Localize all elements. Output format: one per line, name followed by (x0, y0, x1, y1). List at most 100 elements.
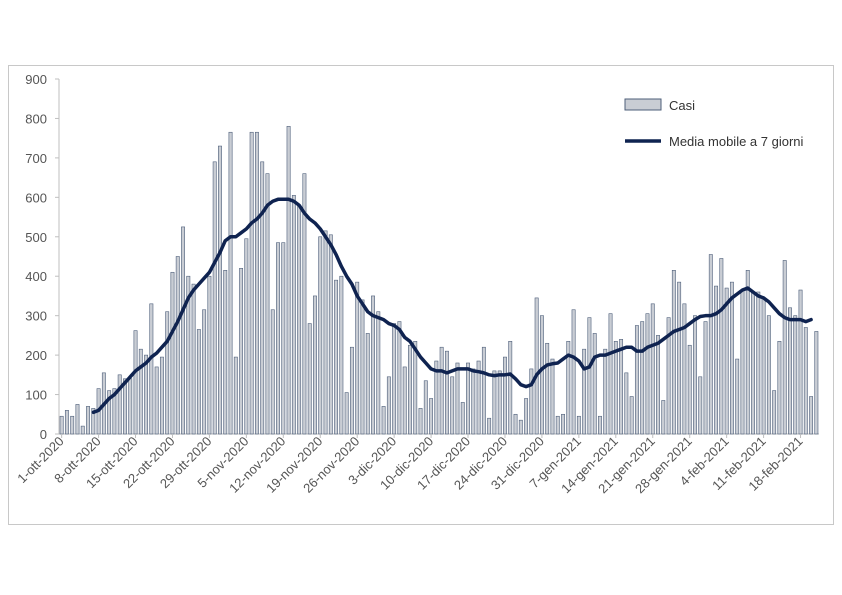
bar (740, 289, 745, 435)
bar (138, 348, 143, 435)
bar (360, 299, 365, 435)
bar (766, 315, 771, 435)
bar (86, 406, 90, 435)
bar (175, 256, 180, 435)
bar (576, 415, 581, 435)
bar (487, 417, 492, 435)
bar (529, 368, 534, 435)
bar (70, 415, 75, 435)
bar (75, 404, 80, 435)
bar (735, 358, 740, 435)
bar (165, 311, 170, 435)
bar (671, 270, 676, 435)
bar (144, 354, 149, 435)
y-tick-label: 800 (25, 111, 47, 126)
chart-frame: 0 100 200 300 400 500 600 700 800 900 1-ott-2020 8… (8, 65, 834, 525)
bar (666, 317, 671, 435)
bar (756, 291, 761, 435)
bar (661, 400, 666, 435)
bar (555, 415, 560, 435)
bar (745, 270, 750, 435)
bar (159, 356, 164, 435)
bar (592, 333, 597, 435)
bar (286, 126, 291, 435)
bar (186, 275, 191, 435)
bar (413, 341, 418, 435)
moving-average-line (91, 197, 813, 415)
bar (123, 378, 127, 435)
bar (392, 323, 397, 435)
bar (154, 366, 159, 435)
bar (223, 270, 228, 435)
bar (693, 315, 697, 435)
bar (724, 287, 729, 435)
bar (112, 388, 117, 435)
bar (729, 281, 734, 435)
bar (444, 350, 449, 435)
y-tick-label: 500 (25, 230, 47, 245)
bar (349, 346, 354, 435)
bar (803, 327, 808, 435)
bar (181, 226, 185, 435)
y-tick-label: 400 (25, 269, 47, 284)
bar (408, 344, 412, 435)
bar (202, 309, 207, 435)
bar (492, 370, 497, 435)
bar (518, 419, 523, 435)
bar (170, 271, 175, 435)
bar (534, 297, 539, 435)
bar (59, 415, 64, 435)
y-tick-label: 200 (25, 348, 47, 363)
bar (196, 329, 201, 435)
bar (281, 242, 286, 435)
bar (344, 392, 349, 435)
bar (481, 346, 486, 435)
chart-axes (58, 79, 819, 435)
bar (582, 348, 587, 435)
bar (270, 309, 275, 435)
bar (397, 321, 402, 435)
bar (777, 341, 782, 435)
bar (508, 341, 513, 435)
bar (719, 258, 724, 435)
y-tick-label: 600 (25, 190, 47, 205)
bar (814, 331, 819, 435)
bar (107, 390, 112, 435)
bar (772, 390, 777, 435)
bar (798, 289, 803, 435)
bar (429, 398, 434, 435)
bar (587, 317, 592, 435)
bar (629, 396, 634, 435)
bar (608, 313, 613, 435)
line-series-media-mobile (91, 197, 813, 415)
bar (645, 313, 650, 435)
bar (439, 346, 444, 435)
bar (782, 260, 787, 435)
bar (355, 281, 360, 435)
y-tick-label: 100 (25, 388, 47, 403)
bar (613, 341, 618, 435)
bar (513, 413, 518, 435)
y-tick-label: 700 (25, 151, 47, 166)
bar (207, 275, 212, 435)
cases-chart: 0 100 200 300 400 500 600 700 800 900 1-ott-20208… (14, 72, 819, 497)
bar (371, 295, 375, 435)
x-axis-ticks: 1-ott-20208-ott-202015-ott-202022-ott-20… (14, 434, 805, 497)
bar (297, 204, 302, 435)
bar (809, 396, 814, 435)
bar (254, 131, 259, 435)
y-tick-label: 300 (25, 309, 47, 324)
bar (434, 360, 439, 435)
bar (460, 402, 465, 435)
bar (751, 291, 755, 435)
bar (381, 406, 386, 435)
y-tick-label: 0 (40, 427, 47, 442)
legend-label-casi: Casi (669, 98, 695, 113)
bar (476, 360, 481, 435)
bar (323, 230, 328, 435)
bar (571, 309, 576, 435)
bar (276, 242, 280, 435)
y-tick-label: 900 (25, 72, 47, 87)
bar (619, 339, 624, 435)
bar (339, 275, 344, 435)
